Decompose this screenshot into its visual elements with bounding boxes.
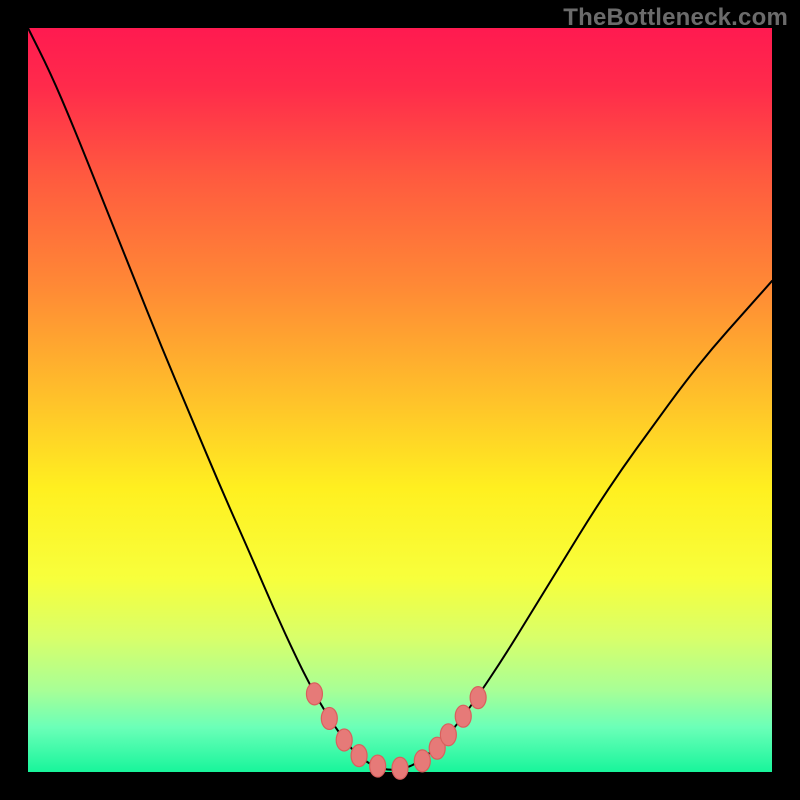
chart-svg xyxy=(0,0,800,800)
bottleneck-chart: TheBottleneck.com xyxy=(0,0,800,800)
watermark-label: TheBottleneck.com xyxy=(563,4,788,32)
